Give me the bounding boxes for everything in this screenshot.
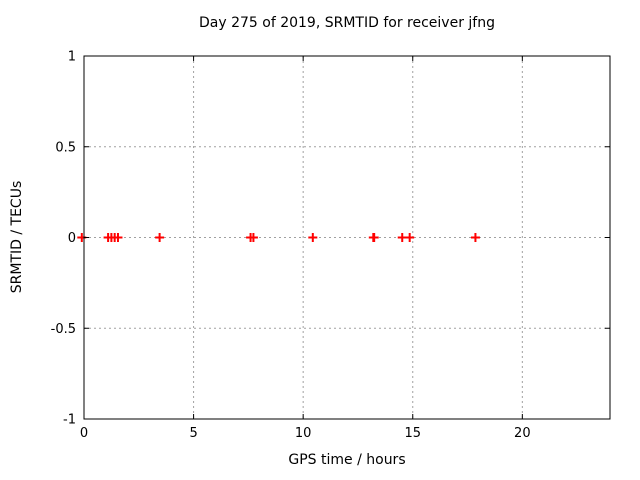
data-point-marker [155, 233, 165, 242]
y-tick-label: -0.5 [51, 322, 76, 337]
data-point-marker [369, 233, 379, 242]
x-tick-label: 15 [404, 426, 421, 441]
y-tick-label: 0 [68, 231, 76, 246]
data-point-marker [248, 233, 258, 242]
y-tick-label: -1 [63, 413, 76, 428]
x-tick-label: 5 [189, 426, 197, 441]
chart-title: Day 275 of 2019, SRMTID for receiver jfn… [199, 15, 495, 31]
data-point-marker [470, 233, 480, 242]
y-tick-label: 1 [68, 50, 76, 65]
y-tick-label: 0.5 [55, 140, 76, 155]
data-point-marker [405, 233, 415, 242]
x-tick-label: 0 [80, 426, 88, 441]
x-tick-label: 10 [295, 426, 312, 441]
data-point-marker [113, 233, 123, 242]
data-point-marker [308, 233, 318, 242]
x-axis-label: GPS time / hours [288, 452, 406, 468]
x-tick-label: 20 [514, 426, 531, 441]
